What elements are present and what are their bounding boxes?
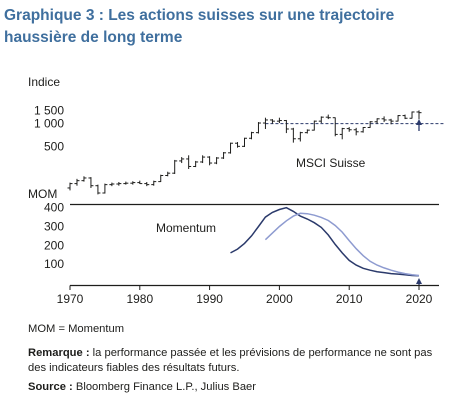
source-note: Source : Bloomberg Finance L.P., Julius … <box>28 380 448 395</box>
msci-ohlc-series <box>67 110 422 195</box>
ohlc-bar <box>235 142 241 148</box>
ohlc-bar <box>151 180 157 186</box>
ohlc-bar <box>137 180 143 185</box>
top-y-tick-label: 1 500 <box>34 103 64 117</box>
ohlc-bar <box>304 129 310 134</box>
ohlc-bar <box>123 181 129 185</box>
ohlc-bar <box>179 157 185 164</box>
ohlc-bar <box>172 159 178 174</box>
remark-label: Remarque : <box>28 347 90 359</box>
ohlc-bar <box>262 117 268 129</box>
bottom-y-tick-label: 200 <box>44 238 64 252</box>
ohlc-bar <box>109 182 115 187</box>
ohlc-bar <box>116 181 122 186</box>
msci-series-label: MSCI Suisse <box>296 156 366 170</box>
ohlc-bar <box>325 114 331 120</box>
ohlc-bar <box>276 117 282 124</box>
x-tick-label: 2000 <box>266 292 293 306</box>
ohlc-bar <box>297 131 303 142</box>
x-tick-label: 1990 <box>196 292 223 306</box>
ohlc-bar <box>242 137 247 147</box>
bottom-arrow-marker <box>416 278 422 285</box>
ohlc-bar <box>88 177 94 188</box>
x-tick-label: 1980 <box>126 292 153 306</box>
ohlc-bar <box>388 118 394 125</box>
ohlc-bar <box>346 127 352 132</box>
ohlc-bar <box>311 120 317 131</box>
momentum-line-light <box>264 212 420 277</box>
bottom-y-axis-label: MOM <box>28 187 57 201</box>
ohlc-bar <box>290 127 296 143</box>
ohlc-bar <box>67 182 73 191</box>
ohlc-bar <box>214 157 220 165</box>
ohlc-bar <box>409 111 415 119</box>
ohlc-bar <box>318 116 324 124</box>
ohlc-bar <box>102 183 108 194</box>
ohlc-bar <box>95 184 101 195</box>
ohlc-bar <box>81 176 87 182</box>
top-y-axis-label: Indice <box>28 75 60 89</box>
abbreviation-note: MOM = Momentum <box>28 323 125 335</box>
momentum-line-dark <box>230 206 420 277</box>
ohlc-bar <box>381 116 387 123</box>
ohlc-bar <box>360 126 366 133</box>
page-title: Graphique 3 : Les actions suisses sur un… <box>4 7 395 46</box>
momentum-series <box>230 206 420 277</box>
ohlc-bar <box>144 181 150 187</box>
x-tick-label: 2020 <box>406 292 433 306</box>
ohlc-bar <box>367 121 373 128</box>
ohlc-bar <box>130 181 136 185</box>
bottom-y-tick-label: 400 <box>44 201 64 215</box>
momentum-annotation: Momentum <box>156 221 216 235</box>
ohlc-bar <box>186 155 192 169</box>
x-axis-ticks: 1970 1980 1990 2000 2010 2020 <box>57 285 433 306</box>
top-arrow-marker <box>416 119 422 131</box>
bottom-y-tick-labels: 100 200 300 400 <box>44 201 64 272</box>
ohlc-bar <box>395 115 401 122</box>
x-tick-label: 1970 <box>57 292 84 306</box>
bottom-y-tick-label: 100 <box>44 257 64 271</box>
bottom-y-tick-label: 300 <box>44 219 64 233</box>
remark-note: Remarque : la performance passée et les … <box>28 346 448 376</box>
ohlc-bar <box>374 118 380 124</box>
source-label: Source : <box>28 381 73 393</box>
ohlc-bar <box>228 142 234 154</box>
ohlc-bar <box>332 117 338 137</box>
ohlc-bar <box>158 174 164 183</box>
ohlc-bar <box>283 119 289 134</box>
ohlc-bar <box>74 178 80 186</box>
ohlc-bar <box>165 171 171 177</box>
ohlc-bar <box>402 114 408 120</box>
source-text: Bloomberg Finance L.P., Julius Baer <box>75 381 257 393</box>
ohlc-bar <box>255 122 261 134</box>
ohlc-bar <box>353 127 359 136</box>
ohlc-bar <box>200 155 206 164</box>
ohlc-bar <box>416 110 422 120</box>
ohlc-bar <box>339 127 345 140</box>
top-y-tick-label: 1 000 <box>34 117 64 131</box>
x-tick-label: 2010 <box>336 292 363 306</box>
remark-text: la performance passée et les prévisions … <box>28 347 433 374</box>
ohlc-bar <box>269 119 275 124</box>
ohlc-bar <box>248 131 254 140</box>
top-y-tick-label: 500 <box>44 139 64 153</box>
ohlc-bar <box>207 156 213 166</box>
ohlc-bar <box>221 152 227 159</box>
ohlc-bar <box>193 160 199 168</box>
